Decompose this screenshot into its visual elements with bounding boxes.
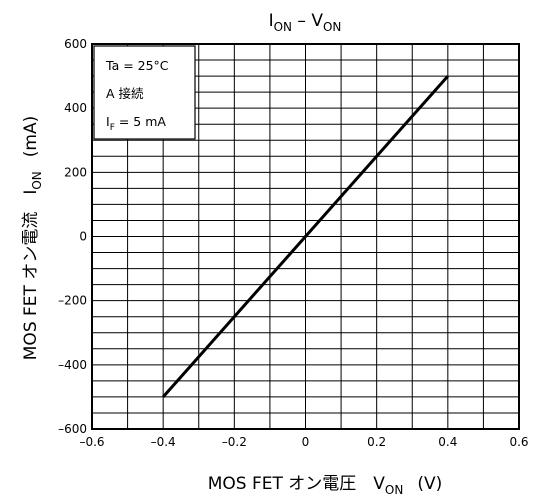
x-tick-label: 0 [302, 435, 310, 449]
x-tick-label: 0.4 [438, 435, 457, 449]
y-tick-label: 400 [64, 101, 87, 115]
x-tick-label: –0.4 [151, 435, 176, 449]
y-tick-label: –200 [58, 294, 87, 308]
condition-forward-current: IF = 5 mA [106, 114, 166, 133]
plot-frame [91, 43, 520, 430]
y-axis-label: MOS FET オン電流 ION(mA) [21, 116, 44, 360]
y-tick-label: 0 [79, 230, 87, 244]
conditions-box: Ta = 25°C A 接続 IF = 5 mA [93, 45, 196, 140]
grid-lines [92, 44, 519, 429]
x-tick-label: –0.6 [79, 435, 104, 449]
x-tick-labels: –0.6 –0.4 –0.2 0 0.2 0.4 0.6 [79, 435, 528, 449]
y-tick-label: 600 [64, 37, 87, 51]
condition-connection: A 接続 [106, 86, 144, 101]
x-tick-label: 0.2 [367, 435, 386, 449]
condition-temperature: Ta = 25°C [105, 58, 169, 73]
y-tick-label: –400 [58, 358, 87, 372]
y-tick-label: 200 [64, 165, 87, 179]
chart-title: ION – VON [269, 11, 342, 34]
x-axis-label: MOS FET オン電圧 VON (V) [208, 474, 443, 497]
y-tick-labels: 600 400 200 0 –200 –400 –600 [58, 37, 87, 436]
series-line-ion-von [162, 75, 449, 398]
x-tick-label: –0.2 [222, 435, 247, 449]
x-tick-label: 0.6 [509, 435, 528, 449]
y-tick-label: –600 [58, 422, 87, 436]
conditions-box-background [93, 45, 196, 140]
series-layer [162, 75, 449, 398]
